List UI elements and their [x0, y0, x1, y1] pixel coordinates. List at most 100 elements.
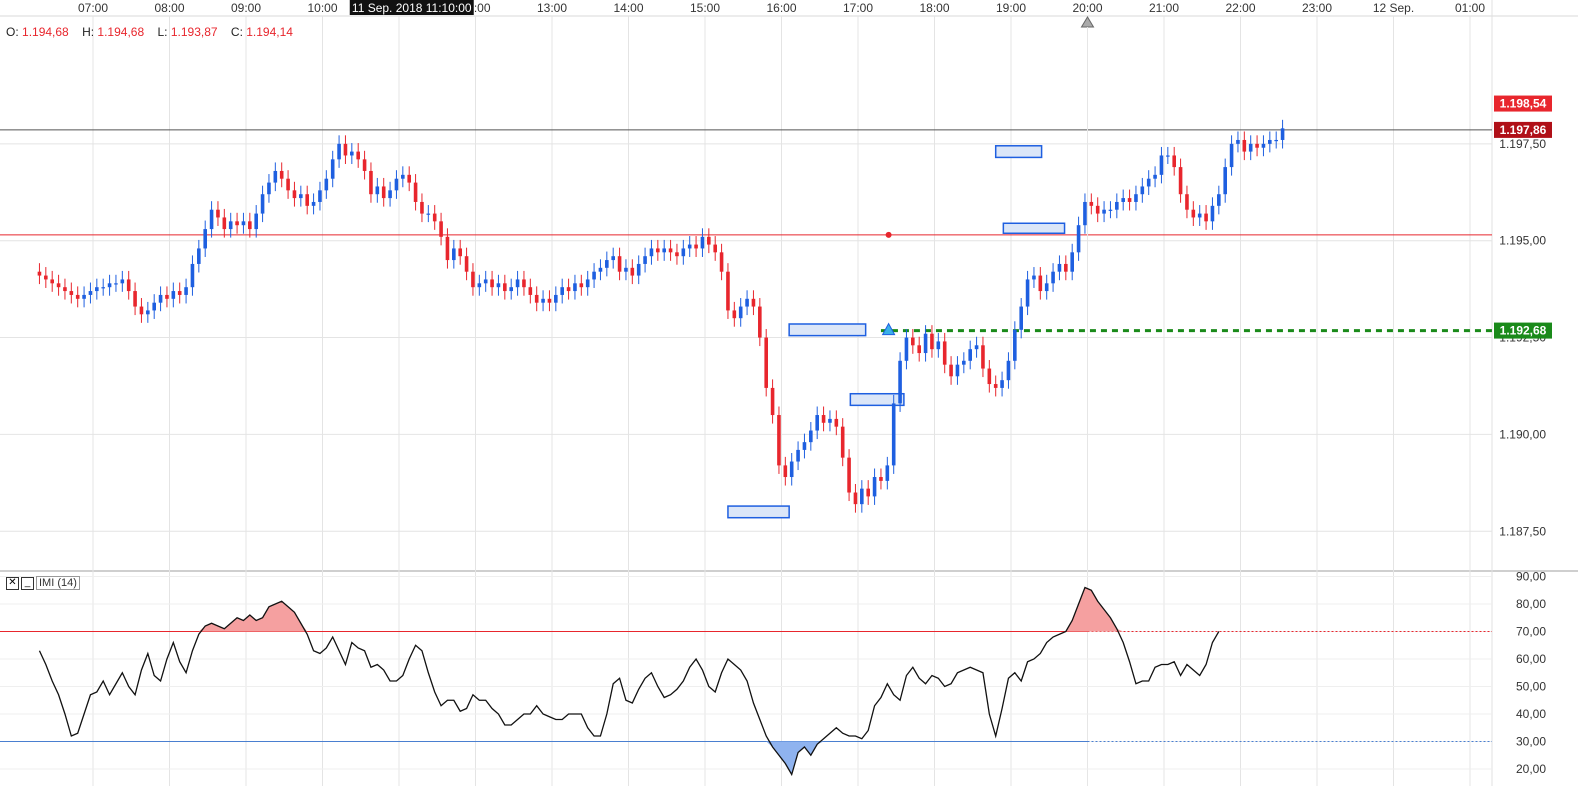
candle	[605, 251, 609, 277]
candle	[1013, 321, 1017, 370]
candle-body	[1172, 155, 1176, 168]
candle	[1153, 166, 1157, 188]
candle-body	[981, 345, 985, 369]
candle-body	[777, 415, 781, 466]
candle-body	[362, 159, 367, 171]
candle	[101, 278, 105, 296]
candle	[675, 243, 679, 265]
candle-body	[1115, 201, 1119, 210]
candle	[815, 406, 819, 440]
time-tick-label: 18:00	[919, 1, 949, 15]
candle-body	[503, 283, 507, 292]
indicator-tick-label: 30,00	[1516, 735, 1546, 749]
candle-body	[248, 221, 252, 230]
candle-body	[1102, 209, 1106, 214]
candle	[133, 282, 137, 316]
candle	[1268, 131, 1272, 153]
candle	[381, 177, 386, 207]
candle-body	[311, 201, 316, 206]
candle	[190, 255, 195, 296]
candle-body	[783, 465, 788, 478]
candle	[222, 208, 227, 238]
candle-body	[120, 279, 125, 284]
candle-body	[228, 221, 233, 230]
candle	[426, 205, 431, 223]
candle-body	[388, 190, 392, 199]
signal-dot	[885, 231, 892, 238]
candle	[891, 394, 896, 474]
crosshair-time-box	[349, 0, 474, 15]
candle	[439, 212, 443, 246]
candle-body	[318, 190, 322, 202]
candle-body	[1038, 275, 1043, 292]
candle-body	[917, 345, 921, 354]
candle-body	[796, 449, 800, 462]
candle-body	[605, 260, 609, 268]
time-tick-label: 14:00	[613, 1, 643, 15]
candle	[330, 150, 335, 188]
candle	[503, 274, 507, 300]
candle-body	[1166, 155, 1170, 157]
candle-body	[840, 426, 845, 458]
ohlc-high-value: 1.194,68	[97, 25, 145, 39]
candle	[560, 278, 564, 304]
candle	[248, 212, 252, 238]
indicator-name: IMI (14)	[36, 576, 80, 590]
candle-body	[630, 267, 635, 276]
candle-body	[1051, 271, 1055, 284]
candle	[917, 336, 921, 362]
price-axis: 1.197,501.195,001.192,501.190,001.187,50	[1499, 137, 1546, 538]
candle-body	[1044, 283, 1049, 292]
candle	[95, 278, 99, 300]
close-icon[interactable]: ✕	[6, 576, 19, 590]
candle-body	[184, 287, 188, 295]
candle	[1274, 131, 1278, 149]
candle	[420, 193, 424, 223]
zone-box	[849, 392, 905, 407]
candle	[88, 282, 93, 304]
candle	[904, 329, 909, 370]
candle	[687, 236, 692, 257]
overbought-area	[39, 587, 1219, 632]
candle-body	[177, 291, 182, 295]
candle	[1019, 298, 1023, 339]
candle-body	[69, 291, 74, 295]
candle	[50, 270, 54, 292]
time-tick-label: 19:00	[996, 1, 1026, 15]
minimize-icon[interactable]: _	[21, 576, 34, 590]
candle-body	[579, 283, 584, 288]
candle-body	[343, 143, 348, 156]
candle	[955, 356, 960, 385]
time-tick-label: 20:00	[1072, 1, 1102, 15]
price-tick-label: 1.190,00	[1499, 427, 1546, 441]
candle-body	[50, 279, 54, 284]
price-tick-label: 1.195,00	[1499, 234, 1546, 248]
candle-body	[1013, 329, 1017, 361]
candle-body	[1146, 178, 1151, 187]
candle	[324, 170, 329, 199]
candle-body	[324, 178, 329, 191]
candle	[471, 263, 475, 296]
ohlc-open-label: O:	[6, 25, 19, 39]
candle	[126, 270, 131, 300]
candle-body	[1076, 225, 1081, 253]
candle	[745, 290, 749, 316]
candle	[260, 185, 265, 223]
candle-body	[968, 349, 972, 361]
candle-body	[1204, 213, 1208, 222]
candle-body	[1280, 128, 1285, 140]
horizontal-lines	[0, 129, 1492, 333]
candle-body	[401, 174, 405, 179]
candle-body	[1057, 263, 1062, 272]
candle-body	[726, 271, 730, 311]
candle	[152, 294, 156, 319]
candle-body	[420, 201, 424, 214]
candle	[120, 270, 125, 292]
candle-body	[828, 418, 832, 423]
price-tag-label: 1.198,54	[1500, 97, 1547, 111]
candle	[942, 332, 947, 374]
candle	[477, 274, 482, 296]
candle-body	[292, 190, 297, 199]
